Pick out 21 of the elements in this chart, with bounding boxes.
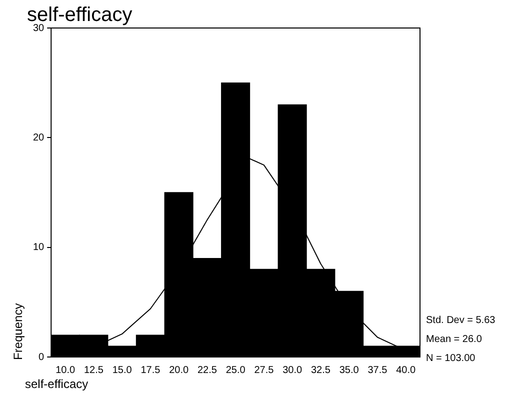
y-tick-label: 0 bbox=[38, 352, 45, 363]
x-tick-label: 27.5 bbox=[254, 364, 274, 376]
x-tick-label: 12.5 bbox=[84, 364, 104, 376]
y-tick-label: 20 bbox=[33, 132, 45, 144]
x-tick-label: 25.0 bbox=[226, 364, 246, 376]
x-tick-label: 15.0 bbox=[112, 364, 132, 376]
y-tick-label: 10 bbox=[33, 242, 45, 254]
x-tick-label: 32.5 bbox=[310, 364, 331, 376]
x-tick-label: 20.0 bbox=[169, 364, 189, 376]
x-tick-label: 17.5 bbox=[140, 364, 161, 376]
x-tick-label: 35.0 bbox=[339, 364, 360, 376]
text: Mean = 26.0 bbox=[426, 334, 482, 345]
x-tick-label: 37.5 bbox=[368, 364, 388, 376]
x-tick-label: 10.0 bbox=[56, 364, 76, 376]
x-axis-title: self-efficacy bbox=[25, 377, 88, 391]
text: N = 103.00 bbox=[426, 353, 476, 364]
text: Std. Dev = 5.63 bbox=[426, 315, 496, 326]
x-tick-label: 22.5 bbox=[197, 364, 218, 376]
y-axis-title: Frequency bbox=[11, 303, 25, 360]
x-tick-label: 40.0 bbox=[396, 364, 416, 376]
x-tick-label: 30.0 bbox=[282, 364, 302, 376]
